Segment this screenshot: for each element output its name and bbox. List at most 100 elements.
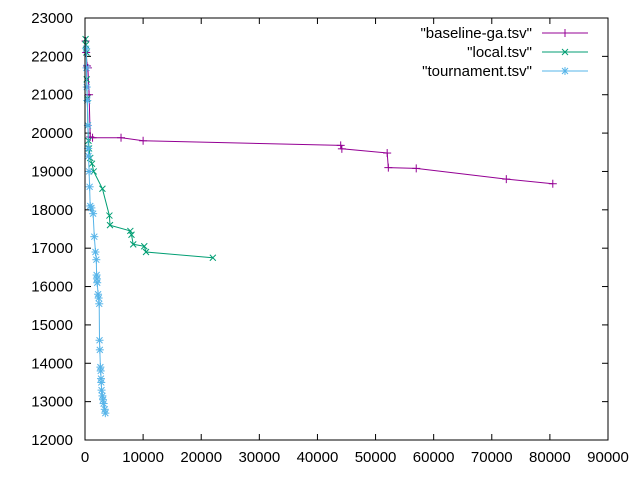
marker-stroke bbox=[85, 152, 92, 160]
data-point bbox=[95, 345, 104, 354]
plot-frame bbox=[84, 17, 609, 441]
x-axis: 0 10000 20000 30000 40000 50000 60000 70000 8000… bbox=[81, 18, 629, 466]
data-point bbox=[95, 299, 104, 308]
legend-marker bbox=[561, 48, 569, 56]
data-point bbox=[88, 133, 97, 142]
data-point bbox=[91, 248, 100, 257]
data-point bbox=[88, 160, 96, 168]
legend: "baseline-ga.tsv" "local.tsv" "tournament.… bbox=[420, 25, 588, 80]
data-point bbox=[92, 255, 101, 264]
data-point bbox=[383, 149, 392, 158]
plot-area bbox=[81, 35, 557, 418]
data-point bbox=[336, 141, 345, 150]
marker-stroke bbox=[94, 290, 102, 298]
marker-stroke bbox=[106, 221, 114, 229]
data-point bbox=[97, 386, 106, 395]
data-point bbox=[82, 44, 91, 53]
x-tick-label: 90000 bbox=[587, 449, 629, 466]
marker-stroke bbox=[97, 379, 105, 386]
marker-stroke bbox=[126, 227, 134, 235]
marker-stroke bbox=[99, 185, 106, 193]
data-point bbox=[126, 227, 134, 235]
legend-marker bbox=[561, 29, 569, 37]
marker-stroke bbox=[142, 248, 150, 256]
marker-stroke bbox=[84, 122, 92, 129]
data-point bbox=[82, 35, 89, 43]
data-point bbox=[99, 185, 106, 193]
data-point bbox=[128, 231, 135, 239]
x-tick-label: 70000 bbox=[471, 449, 513, 466]
data-point bbox=[96, 366, 105, 375]
x-tick-label: 50000 bbox=[355, 449, 397, 466]
data-point bbox=[101, 409, 110, 418]
data-point bbox=[139, 136, 148, 145]
marker-stroke bbox=[82, 45, 90, 53]
data-point bbox=[412, 164, 421, 173]
legend-label: "local.tsv" bbox=[467, 44, 532, 61]
legend-label: "tournament.tsv" bbox=[422, 63, 532, 80]
marker-stroke bbox=[93, 279, 101, 287]
marker-stroke bbox=[101, 405, 109, 413]
data-point bbox=[209, 254, 217, 262]
data-point bbox=[129, 240, 137, 248]
y-axis: 12000 13000 14000 15000 16000 17000 18000 19000… bbox=[31, 10, 608, 449]
data-point bbox=[106, 221, 114, 229]
x-tick-label: 0 bbox=[81, 449, 89, 466]
marker-stroke bbox=[96, 346, 104, 354]
marker-stroke bbox=[129, 240, 137, 248]
data-point bbox=[337, 144, 346, 153]
data-point bbox=[93, 278, 102, 287]
marker-stroke bbox=[140, 242, 148, 250]
marker-stroke bbox=[101, 409, 109, 417]
marker-stroke bbox=[88, 204, 95, 212]
marker-stroke bbox=[96, 336, 103, 344]
data-point bbox=[117, 133, 126, 142]
marker-stroke bbox=[86, 183, 94, 191]
marker-stroke bbox=[98, 386, 105, 394]
data-point bbox=[140, 242, 148, 250]
marker-stroke bbox=[92, 248, 99, 256]
y-tick-label: 13000 bbox=[31, 394, 73, 411]
data-point bbox=[82, 63, 91, 72]
legend-item: "baseline-ga.tsv" bbox=[420, 25, 588, 42]
y-tick-label: 16000 bbox=[31, 279, 73, 296]
data-point bbox=[85, 167, 94, 176]
y-tick-label: 15000 bbox=[31, 317, 73, 334]
x-tick-label: 80000 bbox=[529, 449, 571, 466]
y-tick-label: 22000 bbox=[31, 48, 73, 65]
marker-stroke bbox=[90, 233, 98, 241]
marker-stroke bbox=[89, 210, 97, 218]
data-point bbox=[84, 152, 93, 161]
y-tick-label: 12000 bbox=[31, 432, 73, 449]
y-tick-label: 17000 bbox=[31, 240, 73, 257]
legend-item: "local.tsv" bbox=[467, 44, 588, 61]
marker-stroke bbox=[88, 160, 96, 168]
data-point bbox=[84, 144, 93, 153]
marker-stroke bbox=[128, 231, 135, 239]
y-tick-label: 21000 bbox=[31, 87, 73, 104]
legend-marker bbox=[561, 67, 569, 75]
data-point bbox=[106, 212, 113, 219]
marker-stroke bbox=[99, 396, 107, 404]
marker-stroke bbox=[99, 392, 106, 400]
marker-stroke bbox=[106, 212, 113, 219]
y-tick-label: 19000 bbox=[31, 163, 73, 180]
marker-stroke bbox=[561, 67, 569, 75]
marker-stroke bbox=[209, 254, 217, 262]
data-point bbox=[95, 336, 104, 345]
legend-label: "baseline-ga.tsv" bbox=[420, 25, 532, 42]
data-point bbox=[99, 399, 108, 408]
data-point bbox=[89, 209, 98, 218]
series-2 bbox=[82, 44, 110, 418]
marker-stroke bbox=[84, 145, 92, 152]
y-tick-label: 18000 bbox=[31, 202, 73, 219]
x-tick-label: 20000 bbox=[180, 449, 222, 466]
marker-stroke bbox=[95, 294, 103, 302]
x-tick-label: 40000 bbox=[297, 449, 339, 466]
y-tick-label: 14000 bbox=[31, 355, 73, 372]
marker-stroke bbox=[83, 64, 90, 72]
data-point bbox=[90, 232, 99, 241]
data-point bbox=[85, 182, 94, 191]
data-point bbox=[82, 83, 91, 92]
